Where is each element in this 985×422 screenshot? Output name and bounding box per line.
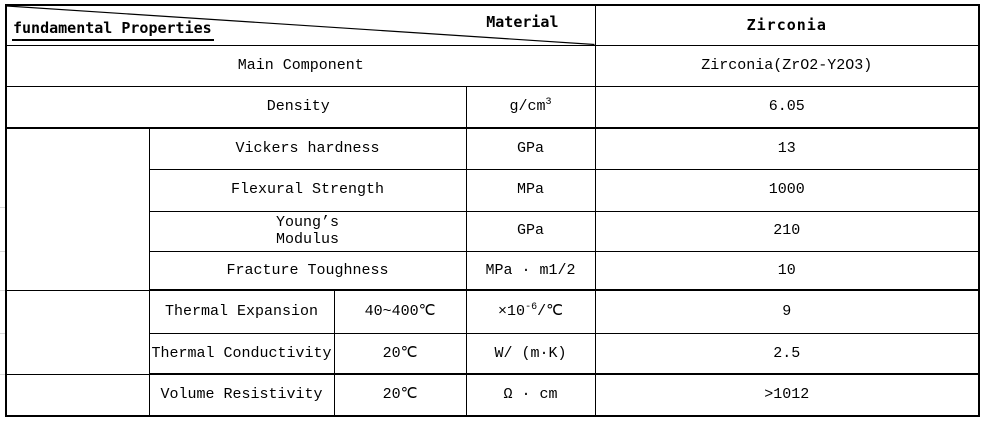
volume-resistivity-spacer-cell [5, 373, 150, 417]
youngs-modulus-label-line1: Young’s [275, 214, 339, 231]
density-unit-base: g/cm [509, 98, 546, 116]
header-material-label: Material [486, 13, 559, 31]
volume-resistivity-value: >1012 [594, 373, 980, 417]
youngs-modulus-value: 210 [594, 210, 980, 252]
vickers-hardness-value: 13 [594, 127, 980, 170]
volume-resistivity-label: Volume Resistivity [148, 373, 335, 417]
main-component-value: Zirconia(ZrO2-Y2O3) [594, 44, 980, 87]
gridline-stub [0, 251, 5, 252]
diagonal-divider [7, 6, 595, 45]
gridline-stub [0, 374, 5, 375]
thermal-expansion-unit: ×10-6/℃ [465, 289, 596, 334]
vickers-hardness-label: Vickers hardness [148, 127, 467, 170]
density-label: Density [5, 85, 467, 129]
thermal-conductivity-value: 2.5 [594, 332, 980, 375]
density-unit: g/cm3 [465, 85, 596, 129]
thermal-expansion-unit-exponent: -6 [525, 302, 538, 314]
thermal-group-spacer-cell [5, 289, 150, 375]
mechanical-group-spacer-cell [5, 127, 150, 291]
header-corner-cell: Material fundamental Properties [5, 4, 596, 46]
youngs-modulus-label-line2: Modulus [275, 231, 339, 248]
vickers-hardness-unit: GPa [465, 127, 596, 170]
thermal-conductivity-label: Thermal Conductivity [148, 332, 335, 375]
main-component-label: Main Component [5, 44, 596, 87]
gridline-stub [0, 333, 5, 334]
thermal-expansion-unit-suffix: /℃ [537, 303, 563, 321]
flexural-strength-value: 1000 [594, 168, 980, 212]
youngs-modulus-label: Young’s Modulus [148, 210, 467, 252]
gridline-stub [0, 207, 5, 208]
volume-resistivity-unit: Ω · cm [465, 373, 596, 417]
flexural-strength-label: Flexural Strength [148, 168, 467, 212]
thermal-conductivity-unit: W/ (m·K) [465, 332, 596, 375]
volume-resistivity-condition: 20℃ [333, 373, 467, 417]
material-properties-table: Material fundamental Properties Zirconia… [5, 4, 980, 417]
flexural-strength-unit: MPa [465, 168, 596, 212]
density-unit-exponent: 3 [545, 97, 552, 109]
thermal-expansion-label: Thermal Expansion [148, 289, 335, 334]
fracture-toughness-unit: MPa · m1/2 [465, 250, 596, 291]
youngs-modulus-unit: GPa [465, 210, 596, 252]
thermal-expansion-value: 9 [594, 289, 980, 334]
thermal-expansion-condition: 40~400℃ [333, 289, 467, 334]
header-zirconia-column: Zirconia [594, 4, 980, 46]
thermal-expansion-unit-base: ×10 [498, 303, 526, 321]
fracture-toughness-label: Fracture Toughness [148, 250, 467, 291]
header-fundamental-properties-label: fundamental Properties [12, 20, 214, 41]
gridline-stub [0, 290, 5, 291]
thermal-conductivity-condition: 20℃ [333, 332, 467, 375]
density-value: 6.05 [594, 85, 980, 129]
fracture-toughness-value: 10 [594, 250, 980, 291]
